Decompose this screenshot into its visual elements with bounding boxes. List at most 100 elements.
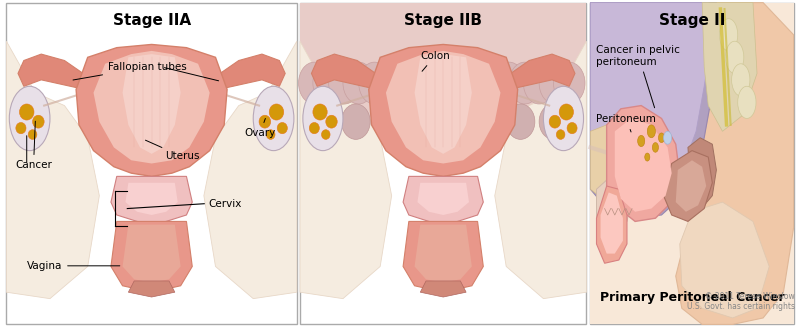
Ellipse shape [479, 62, 510, 104]
Polygon shape [590, 125, 606, 196]
Polygon shape [676, 3, 794, 324]
Polygon shape [300, 3, 586, 144]
Ellipse shape [358, 62, 390, 104]
Polygon shape [663, 151, 712, 221]
Polygon shape [614, 118, 672, 212]
Ellipse shape [652, 143, 658, 152]
Ellipse shape [259, 115, 270, 128]
Ellipse shape [374, 104, 403, 139]
Ellipse shape [373, 62, 405, 104]
Polygon shape [494, 41, 586, 299]
Ellipse shape [10, 86, 50, 151]
Polygon shape [590, 3, 712, 205]
Ellipse shape [506, 104, 535, 139]
Polygon shape [122, 54, 181, 154]
Polygon shape [300, 41, 392, 299]
Ellipse shape [309, 104, 338, 139]
Polygon shape [414, 225, 472, 283]
Text: Stage IIB: Stage IIB [404, 13, 482, 28]
Text: Peritoneum: Peritoneum [597, 114, 656, 132]
Ellipse shape [554, 62, 585, 104]
Ellipse shape [647, 125, 655, 138]
Ellipse shape [658, 133, 665, 143]
Ellipse shape [726, 41, 744, 73]
Ellipse shape [322, 130, 330, 139]
Polygon shape [606, 106, 680, 221]
Polygon shape [94, 51, 210, 164]
Polygon shape [597, 176, 631, 228]
Ellipse shape [738, 86, 756, 118]
Text: Cancer: Cancer [15, 121, 52, 170]
Polygon shape [702, 3, 757, 131]
Ellipse shape [254, 86, 294, 151]
Ellipse shape [663, 131, 672, 144]
Ellipse shape [310, 123, 319, 134]
Text: Stage II: Stage II [659, 13, 725, 28]
Ellipse shape [277, 123, 287, 134]
Text: © 2011 Terese Winslow
U.S. Govt. has certain rights: © 2011 Terese Winslow U.S. Govt. has cer… [687, 292, 795, 311]
Ellipse shape [412, 73, 474, 144]
Polygon shape [403, 176, 483, 225]
Bar [590, 3, 794, 324]
Ellipse shape [559, 104, 574, 120]
Ellipse shape [303, 86, 343, 151]
Polygon shape [418, 183, 469, 215]
Polygon shape [506, 54, 575, 90]
Ellipse shape [266, 130, 275, 139]
Polygon shape [676, 160, 706, 212]
Ellipse shape [732, 64, 750, 96]
Text: Cervix: Cervix [208, 199, 242, 209]
Ellipse shape [19, 104, 34, 120]
Polygon shape [386, 51, 501, 164]
Text: Uterus: Uterus [146, 140, 199, 162]
Ellipse shape [539, 62, 570, 104]
Polygon shape [111, 221, 192, 292]
Polygon shape [128, 281, 175, 297]
Polygon shape [414, 54, 472, 154]
Ellipse shape [474, 104, 502, 139]
Polygon shape [420, 281, 466, 297]
Bar [300, 3, 586, 324]
Bar [6, 3, 297, 324]
Ellipse shape [403, 62, 434, 104]
Text: Fallopian tubes: Fallopian tubes [73, 62, 186, 80]
Text: Colon: Colon [420, 51, 450, 71]
Ellipse shape [567, 123, 577, 134]
Text: Cancer in pelvic
peritoneum: Cancer in pelvic peritoneum [597, 45, 680, 108]
Ellipse shape [389, 62, 420, 104]
Polygon shape [204, 41, 297, 299]
Polygon shape [122, 225, 181, 283]
Polygon shape [215, 54, 285, 90]
Ellipse shape [419, 62, 450, 104]
Polygon shape [601, 193, 623, 254]
Polygon shape [403, 221, 483, 292]
Polygon shape [126, 183, 178, 215]
Text: Ovary: Ovary [245, 118, 276, 138]
Ellipse shape [329, 62, 360, 104]
Ellipse shape [543, 86, 583, 151]
Ellipse shape [342, 104, 370, 139]
Text: Stage IIA: Stage IIA [113, 13, 190, 28]
Ellipse shape [539, 104, 568, 139]
Ellipse shape [298, 62, 330, 104]
Text: Primary Peritoneal Cancer: Primary Peritoneal Cancer [600, 291, 784, 304]
Polygon shape [597, 186, 627, 263]
Ellipse shape [645, 153, 650, 161]
Ellipse shape [494, 62, 525, 104]
Ellipse shape [343, 62, 374, 104]
Polygon shape [18, 54, 88, 90]
Ellipse shape [433, 62, 465, 104]
Polygon shape [369, 44, 518, 176]
Text: Vagina: Vagina [26, 261, 120, 271]
Polygon shape [6, 41, 99, 299]
Ellipse shape [556, 130, 565, 139]
Ellipse shape [509, 62, 541, 104]
Ellipse shape [313, 104, 327, 120]
Ellipse shape [326, 115, 338, 128]
Ellipse shape [407, 104, 436, 139]
Ellipse shape [16, 123, 26, 134]
Polygon shape [111, 176, 192, 225]
Ellipse shape [313, 62, 344, 104]
Polygon shape [590, 3, 794, 324]
Ellipse shape [449, 62, 481, 104]
